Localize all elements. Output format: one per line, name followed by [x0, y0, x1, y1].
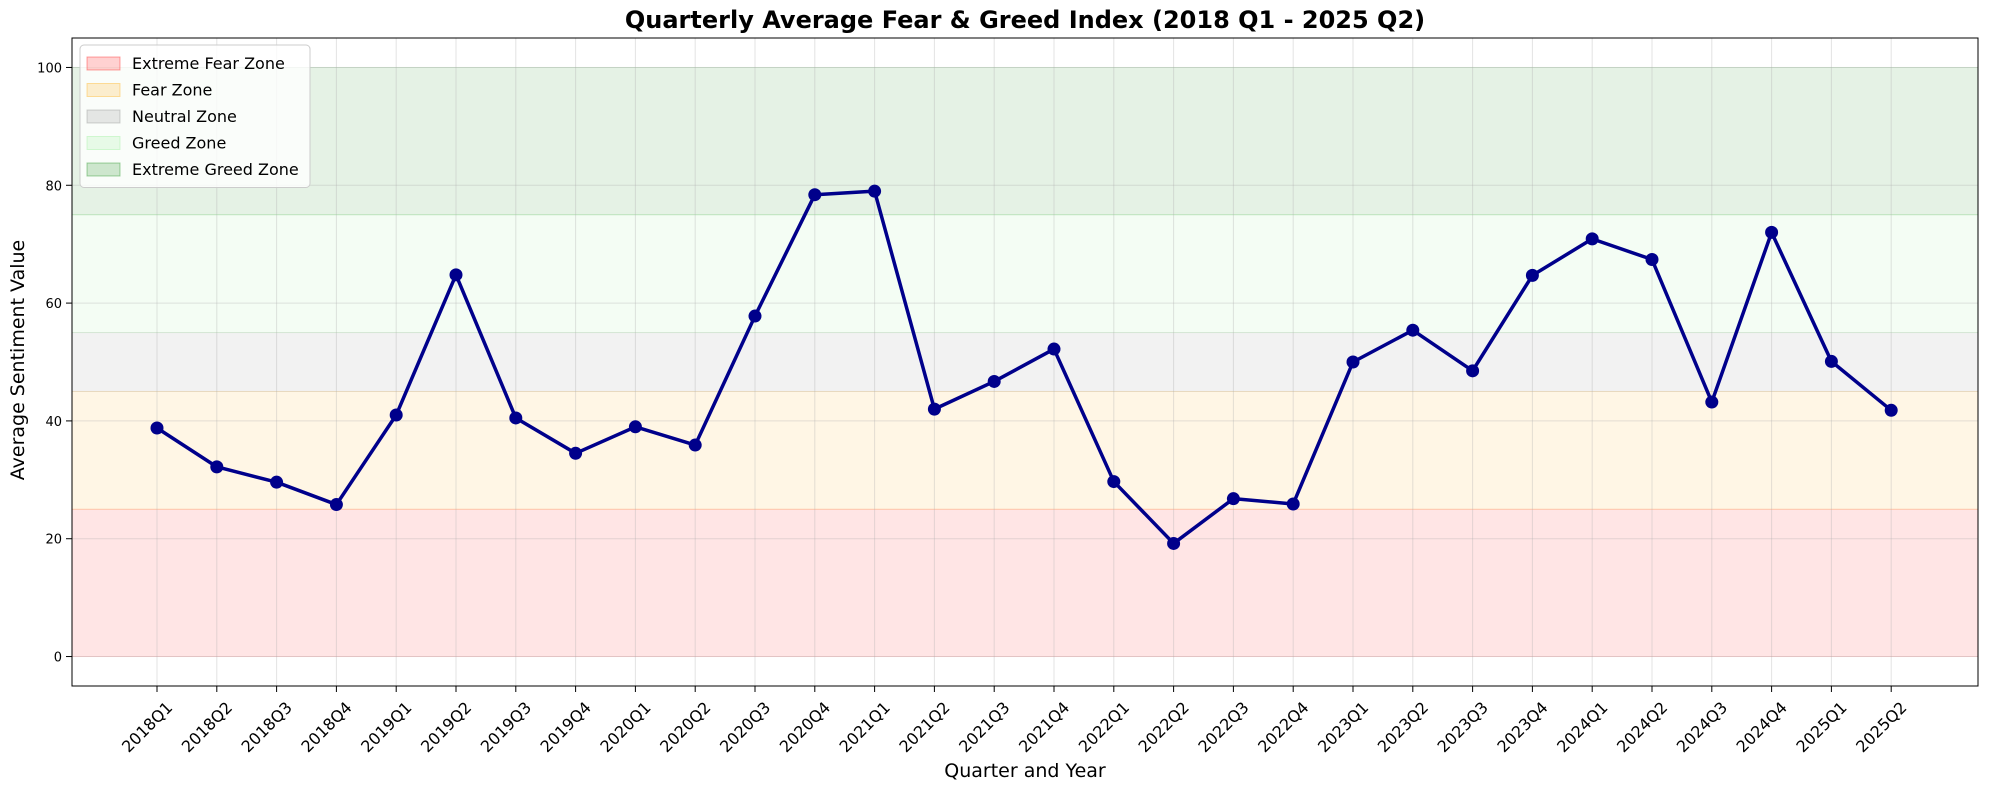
legend-label: Greed Zone — [132, 134, 226, 153]
x-tick-label: 2019Q4 — [537, 698, 595, 756]
x-tick-label: 2021Q4 — [1015, 698, 1073, 756]
data-point — [748, 309, 762, 323]
plot-frame — [71, 37, 1979, 687]
legend-swatch — [86, 109, 121, 124]
chart-title: Quarterly Average Fear & Greed Index (20… — [625, 6, 1425, 34]
zone-band-3 — [71, 214, 1979, 334]
data-point — [1765, 225, 1779, 239]
x-tick-label: 2018Q4 — [297, 698, 355, 756]
x-tick-label: 2024Q1 — [1553, 698, 1611, 756]
data-point — [1645, 252, 1659, 266]
y-tick-label: 60 — [45, 297, 62, 312]
y-axis-ticks: 0 20 40 60 80 100 — [37, 61, 72, 666]
x-axis-ticks: 2018Q1 2018Q2 2018Q3 2018Q4 2019Q1 2019Q2 2019… — [118, 686, 1911, 756]
x-tick-label: 2023Q2 — [1374, 698, 1432, 756]
data-point — [569, 446, 583, 460]
sentiment-zones — [71, 66, 1979, 658]
x-tick-label: 2022Q1 — [1075, 698, 1133, 756]
x-tick-label: 2024Q3 — [1673, 698, 1731, 756]
x-tick-label: 2020Q2 — [656, 698, 714, 756]
x-tick-label: 2025Q1 — [1792, 698, 1850, 756]
x-tick-label: 2022Q4 — [1254, 698, 1312, 756]
y-axis-label: Average Sentiment Value — [7, 240, 29, 481]
data-point — [688, 438, 702, 452]
x-tick-label: 2018Q3 — [238, 698, 296, 756]
legend-swatch — [86, 162, 121, 177]
x-tick-label: 2021Q1 — [836, 698, 894, 756]
data-point — [1466, 364, 1480, 378]
x-axis-label: Quarter and Year — [944, 760, 1106, 782]
legend-swatch — [86, 56, 121, 71]
x-tick-label: 2023Q3 — [1434, 698, 1492, 756]
x-tick-label: 2020Q3 — [716, 698, 774, 756]
x-tick-label: 2018Q2 — [178, 698, 236, 756]
y-tick-label: 0 — [54, 651, 62, 666]
series-layer — [150, 184, 1898, 550]
x-tick-label: 2020Q4 — [776, 698, 834, 756]
data-point — [1585, 232, 1599, 246]
data-point — [1107, 475, 1121, 489]
data-point — [1286, 497, 1300, 511]
series-line — [156, 189, 1893, 546]
x-tick-label: 2022Q2 — [1135, 698, 1193, 756]
data-point — [1047, 342, 1061, 356]
x-tick-label: 2022Q3 — [1194, 698, 1252, 756]
data-point — [927, 402, 941, 416]
x-tick-label: 2025Q2 — [1852, 698, 1910, 756]
legend-swatch — [86, 136, 121, 150]
data-point — [1167, 536, 1181, 550]
data-point — [1824, 354, 1838, 368]
x-tick-label: 2021Q2 — [895, 698, 953, 756]
legend-swatch — [86, 83, 121, 97]
data-point — [210, 460, 224, 474]
legend-label: Extreme Fear Zone — [132, 54, 285, 73]
data-point — [1884, 403, 1898, 417]
data-point — [150, 421, 164, 435]
data-point — [329, 498, 343, 512]
zone-band-4 — [71, 66, 1979, 216]
legend-label: Extreme Greed Zone — [132, 160, 299, 179]
legend: Extreme Fear Zone Fear Zone Neutral Zone Gr… — [79, 44, 311, 188]
data-point — [1406, 323, 1420, 337]
x-tick-label: 2023Q4 — [1493, 698, 1551, 756]
data-point — [389, 408, 403, 422]
zone-band-0 — [71, 508, 1979, 658]
data-point — [509, 411, 523, 425]
x-tick-label: 2024Q2 — [1613, 698, 1671, 756]
data-point — [270, 475, 284, 489]
data-point — [449, 268, 463, 282]
data-point — [1705, 395, 1719, 409]
y-tick-label: 20 — [45, 533, 62, 548]
x-tick-label: 2019Q3 — [477, 698, 535, 756]
y-tick-label: 80 — [45, 179, 62, 194]
data-point — [987, 374, 1001, 388]
data-point — [1226, 492, 1240, 506]
legend-label: Neutral Zone — [132, 107, 237, 126]
data-point — [1525, 268, 1539, 282]
x-tick-label: 2023Q1 — [1314, 698, 1372, 756]
legend-box — [79, 44, 311, 188]
zone-band-1 — [71, 390, 1979, 510]
data-point — [1346, 355, 1360, 369]
x-tick-label: 2018Q1 — [118, 698, 176, 756]
data-point — [868, 184, 882, 198]
grid-lines — [72, 38, 1978, 686]
data-point — [628, 420, 642, 434]
x-tick-label: 2024Q4 — [1733, 698, 1791, 756]
x-tick-label: 2021Q3 — [955, 698, 1013, 756]
y-tick-label: 100 — [37, 61, 62, 76]
x-tick-label: 2019Q1 — [357, 698, 415, 756]
zone-band-2 — [71, 332, 1979, 392]
x-tick-label: 2019Q2 — [417, 698, 475, 756]
legend-label: Fear Zone — [132, 81, 212, 100]
x-tick-label: 2020Q1 — [596, 698, 654, 756]
y-tick-label: 40 — [45, 415, 62, 430]
data-point — [808, 188, 822, 202]
